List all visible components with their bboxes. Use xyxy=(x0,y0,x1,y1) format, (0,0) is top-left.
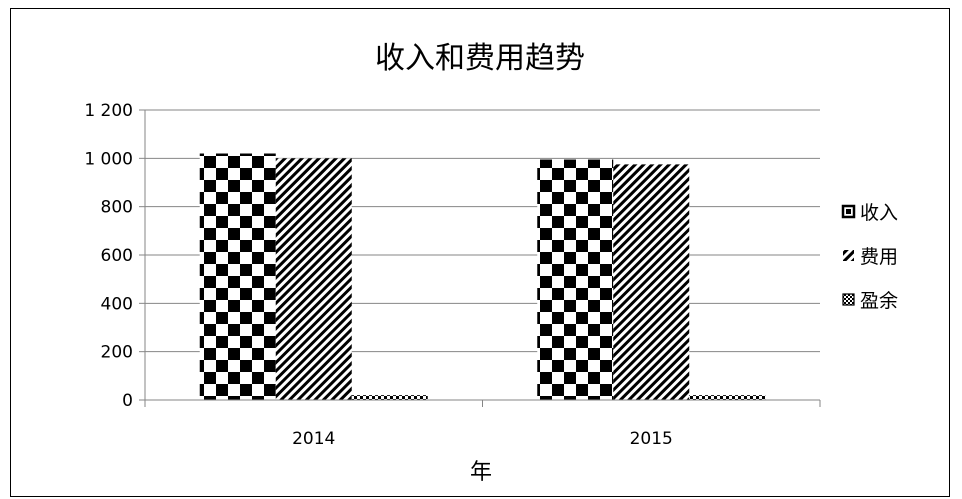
legend-swatch-inner xyxy=(846,209,851,214)
x-tick-label: 2014 xyxy=(292,429,335,449)
y-tick-label: 400 xyxy=(101,294,133,314)
x-axis-ticks: 2014 2015 xyxy=(292,429,673,449)
bars xyxy=(199,153,766,400)
x-axis-label: 年 xyxy=(470,460,492,485)
y-tick-label: 600 xyxy=(101,246,133,266)
legend-label-费用: 费用 xyxy=(860,246,898,268)
chart-title: 收入和费用趋势 xyxy=(375,41,585,76)
chart-frame xyxy=(10,8,950,497)
bar-盈余-2015 xyxy=(689,395,766,400)
bar-收入-2014 xyxy=(199,153,276,400)
y-tick-label: 0 xyxy=(122,391,133,411)
legend-swatch-盈余 xyxy=(842,293,855,306)
bar-费用-2014 xyxy=(275,158,352,400)
bar-盈余-2014 xyxy=(351,395,428,400)
bar-费用-2015 xyxy=(613,164,690,400)
y-axis-ticks: 0 200 400 600 800 1 000 1 200 xyxy=(84,101,146,411)
y-tick-label: 1 000 xyxy=(84,149,133,169)
y-tick-label: 200 xyxy=(101,343,133,363)
x-tick-label: 2015 xyxy=(630,429,673,449)
x-axis xyxy=(144,399,821,407)
bar-收入-2015 xyxy=(537,159,614,400)
legend-label-收入: 收入 xyxy=(860,202,898,224)
legend-swatch-费用 xyxy=(843,250,854,261)
legend-label-盈余: 盈余 xyxy=(860,290,898,312)
y-tick-label: 800 xyxy=(101,198,133,218)
y-tick-label: 1 200 xyxy=(84,101,133,121)
